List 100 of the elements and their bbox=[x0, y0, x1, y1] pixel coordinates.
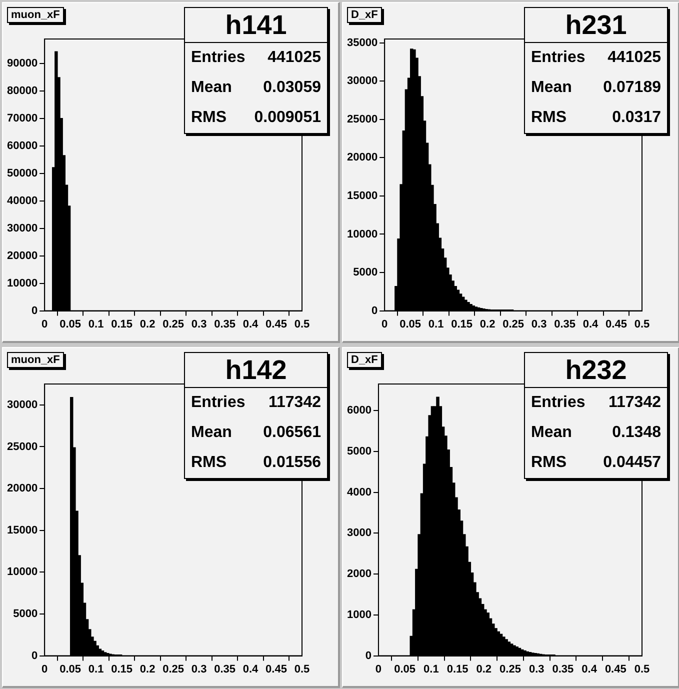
y-tick-label: 5000 bbox=[13, 608, 38, 620]
x-tick-label: 0.05 bbox=[60, 663, 82, 676]
x-tick-label: 0.1 bbox=[88, 663, 104, 676]
x-tick-label: 0.4 bbox=[242, 663, 260, 676]
annotation: Entries bbox=[191, 393, 246, 413]
annotation: Entries bbox=[191, 48, 246, 68]
x-tick-label: 0.15 bbox=[111, 663, 133, 676]
x-tick-label: 0.05 bbox=[60, 318, 82, 330]
x-tick-label: 0.45 bbox=[266, 318, 287, 330]
x-tick-label: 0.05 bbox=[400, 318, 422, 330]
x-tick-label: 0.45 bbox=[266, 663, 287, 676]
y-tick-label: 3000 bbox=[346, 527, 372, 540]
x-tick-label: 0.3 bbox=[531, 318, 547, 330]
annotation: 0.07189 bbox=[603, 78, 661, 98]
y-tick-label: 15000 bbox=[346, 190, 378, 202]
y-tick-label: 90000 bbox=[6, 58, 38, 70]
x-tick-label: 0.35 bbox=[214, 318, 236, 330]
x-tick-label: 0.5 bbox=[634, 663, 650, 676]
y-tick-label: 70000 bbox=[6, 112, 38, 125]
x-tick-label: 0.5 bbox=[294, 318, 310, 330]
annotation: h142 bbox=[185, 353, 327, 388]
x-tick-label: 0.45 bbox=[606, 318, 627, 330]
chart-title: D_xF bbox=[347, 352, 382, 368]
annotation: 0.01556 bbox=[263, 453, 321, 473]
x-tick-label: 0.25 bbox=[162, 318, 184, 330]
annotation: 117342 bbox=[608, 393, 661, 413]
y-tick-label: 0 bbox=[371, 304, 378, 317]
annotation: h231 bbox=[525, 8, 667, 43]
x-tick-label: 0.2 bbox=[140, 318, 156, 330]
y-tick-label: 5000 bbox=[346, 445, 372, 458]
annotation: 441025 bbox=[268, 48, 321, 68]
annotation: RMS bbox=[531, 108, 567, 128]
x-tick-label: 0.4 bbox=[582, 318, 600, 330]
y-tick-label: 10000 bbox=[346, 228, 378, 240]
annotation: Mean bbox=[531, 78, 572, 98]
y-tick-label: 30000 bbox=[6, 398, 38, 411]
annotation: 0.04457 bbox=[603, 453, 661, 473]
annotation: 0.009051 bbox=[254, 108, 321, 128]
y-tick-label: 6000 bbox=[346, 404, 372, 417]
x-tick-label: 0.5 bbox=[294, 663, 310, 676]
y-tick-label: 30000 bbox=[346, 75, 378, 88]
y-tick-label: 15000 bbox=[6, 524, 38, 536]
x-tick-label: 0.15 bbox=[451, 318, 473, 330]
annotation: h141 bbox=[185, 8, 327, 43]
y-tick-label: 20000 bbox=[6, 482, 38, 495]
x-tick-label: 0.35 bbox=[552, 663, 574, 676]
y-tick-label: 20000 bbox=[346, 152, 378, 164]
y-tick-label: 50000 bbox=[6, 168, 38, 180]
x-tick-label: 0.25 bbox=[162, 663, 184, 676]
x-tick-label: 0.25 bbox=[500, 663, 521, 676]
x-tick-label: 0.1 bbox=[428, 318, 444, 330]
annotation: 0.06561 bbox=[263, 423, 321, 443]
y-tick-label: 10000 bbox=[6, 566, 38, 578]
y-tick-label: 20000 bbox=[6, 250, 38, 262]
annotation: 0.0317 bbox=[612, 108, 661, 128]
x-tick-label: 0.1 bbox=[424, 663, 439, 676]
x-tick-label: 0.3 bbox=[191, 318, 207, 330]
y-tick-label: 80000 bbox=[6, 85, 38, 98]
x-tick-label: 0.15 bbox=[111, 318, 133, 330]
x-tick-label: 0 bbox=[382, 318, 388, 330]
y-tick-label: 1000 bbox=[346, 608, 372, 621]
x-tick-label: 0.25 bbox=[502, 318, 524, 330]
y-tick-label: 25000 bbox=[6, 440, 38, 453]
y-tick-label: 5000 bbox=[353, 266, 378, 279]
annotation: RMS bbox=[191, 453, 227, 473]
chart-title: muon_xF bbox=[7, 352, 64, 368]
annotation: h232 bbox=[525, 353, 667, 388]
annotation: 117342 bbox=[268, 393, 321, 413]
annotation: Mean bbox=[191, 423, 232, 443]
annotation: Mean bbox=[191, 78, 232, 98]
annotation: 441025 bbox=[608, 48, 661, 68]
y-tick-label: 0 bbox=[365, 650, 372, 662]
y-tick-label: 10000 bbox=[6, 277, 38, 290]
y-tick-label: 25000 bbox=[346, 113, 378, 126]
annotation: Entries bbox=[531, 393, 586, 413]
x-tick-label: 0 bbox=[42, 663, 48, 676]
x-tick-label: 0.5 bbox=[634, 318, 650, 330]
x-tick-label: 0 bbox=[42, 318, 48, 330]
y-tick-label: 2000 bbox=[346, 568, 372, 580]
annotation: RMS bbox=[531, 453, 567, 473]
x-tick-label: 0.2 bbox=[140, 663, 156, 676]
chart-title: muon_xF bbox=[7, 7, 64, 23]
annotation: 0.03059 bbox=[263, 78, 321, 98]
y-tick-label: 4000 bbox=[346, 486, 372, 498]
x-tick-label: 0.15 bbox=[446, 663, 468, 676]
annotation: Mean bbox=[531, 423, 572, 443]
y-tick-label: 60000 bbox=[6, 140, 38, 152]
annotation: Entries bbox=[531, 48, 586, 68]
x-tick-label: 0.45 bbox=[604, 663, 626, 676]
annotation: RMS bbox=[191, 108, 227, 128]
y-tick-label: 0 bbox=[31, 650, 38, 662]
x-tick-label: 0.35 bbox=[214, 663, 236, 676]
y-tick-label: 0 bbox=[31, 304, 38, 317]
y-tick-label: 40000 bbox=[6, 195, 38, 208]
y-tick-label: 35000 bbox=[346, 36, 378, 49]
x-tick-label: 0.2 bbox=[476, 663, 492, 676]
chart-title: D_xF bbox=[347, 7, 382, 23]
x-tick-label: 0.4 bbox=[582, 663, 598, 676]
x-tick-label: 0.05 bbox=[394, 663, 416, 676]
x-tick-label: 0.35 bbox=[554, 318, 576, 330]
